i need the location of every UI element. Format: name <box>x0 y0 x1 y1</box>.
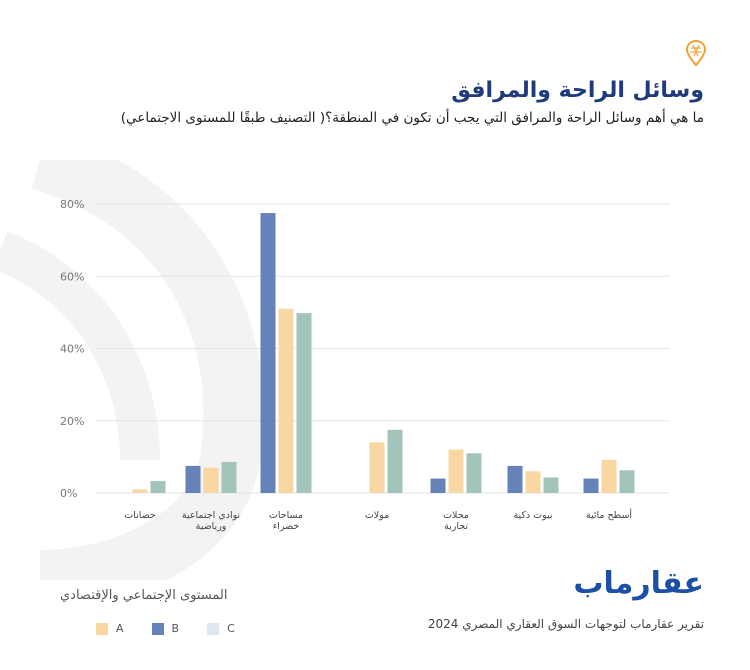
y-tick-label: 80% <box>60 198 84 211</box>
bar-c <box>619 470 635 493</box>
y-tick-label: 20% <box>60 415 84 428</box>
report-caption: تقرير عقارماب لتوجهات السوق العقاري المص… <box>427 617 704 631</box>
legend-swatch-b <box>151 622 164 635</box>
x-tick-label: حضانات <box>124 510 156 521</box>
bar-a <box>203 467 219 493</box>
y-tick-label: 60% <box>60 270 84 283</box>
x-tick-label: خضراء <box>273 521 300 532</box>
bar-c <box>387 429 403 493</box>
x-tick-label: ورياضية <box>196 521 227 532</box>
brand-logo-text: عقارماب <box>573 566 704 601</box>
legend-label-c: C <box>227 622 235 635</box>
bar-a <box>278 308 294 493</box>
bar-b <box>260 213 276 493</box>
legend-swatch-a <box>96 622 108 635</box>
bar-b <box>583 478 599 493</box>
brand-pin-icon <box>686 40 706 66</box>
legend-label-a: A <box>116 622 124 635</box>
legend-swatch-c <box>207 622 220 635</box>
legend-item-a: A <box>96 622 124 635</box>
bar-b <box>430 478 446 493</box>
x-tick-label: تجارية <box>444 521 468 532</box>
legend: A B C <box>96 622 235 635</box>
bar-a <box>601 459 617 493</box>
legend-title: المستوى الإجتماعي والإقتصادي <box>60 588 228 603</box>
bar-c <box>150 481 166 493</box>
bar-c <box>466 453 482 493</box>
x-tick-label: مساحات <box>269 510 303 521</box>
page-title: وسائل الراحة والمرافق <box>451 78 704 103</box>
x-tick-label: بيوت ذكية <box>513 510 552 521</box>
bar-c <box>296 313 312 493</box>
bar-a <box>525 471 541 493</box>
x-tick-label: أسطح مائية <box>586 508 632 521</box>
y-tick-label: 40% <box>60 343 84 356</box>
page-subtitle: ما هي أهم وسائل الراحة والمرافق التي يجب… <box>120 110 704 126</box>
x-tick-label: نوادي اجتماعية <box>182 510 240 521</box>
bar-chart: 0% 20% 40% 60% 80% حضانات نوادي اجتماعيةورياضي… <box>60 198 670 532</box>
legend-item-b: B <box>151 622 180 635</box>
bar-a <box>369 442 385 493</box>
bar-b <box>185 465 201 493</box>
x-tick-label: مولات <box>365 510 389 521</box>
watermark-logo <box>0 160 260 580</box>
x-tick-label: محلات <box>443 510 469 521</box>
y-tick-label: 0% <box>60 487 77 500</box>
bar-c <box>221 461 237 493</box>
bar-c <box>543 477 559 493</box>
bar-b <box>507 465 523 493</box>
bar-a <box>448 449 464 493</box>
bar-a <box>132 489 148 493</box>
legend-label-b: B <box>171 622 180 635</box>
legend-item-c: C <box>207 622 235 635</box>
